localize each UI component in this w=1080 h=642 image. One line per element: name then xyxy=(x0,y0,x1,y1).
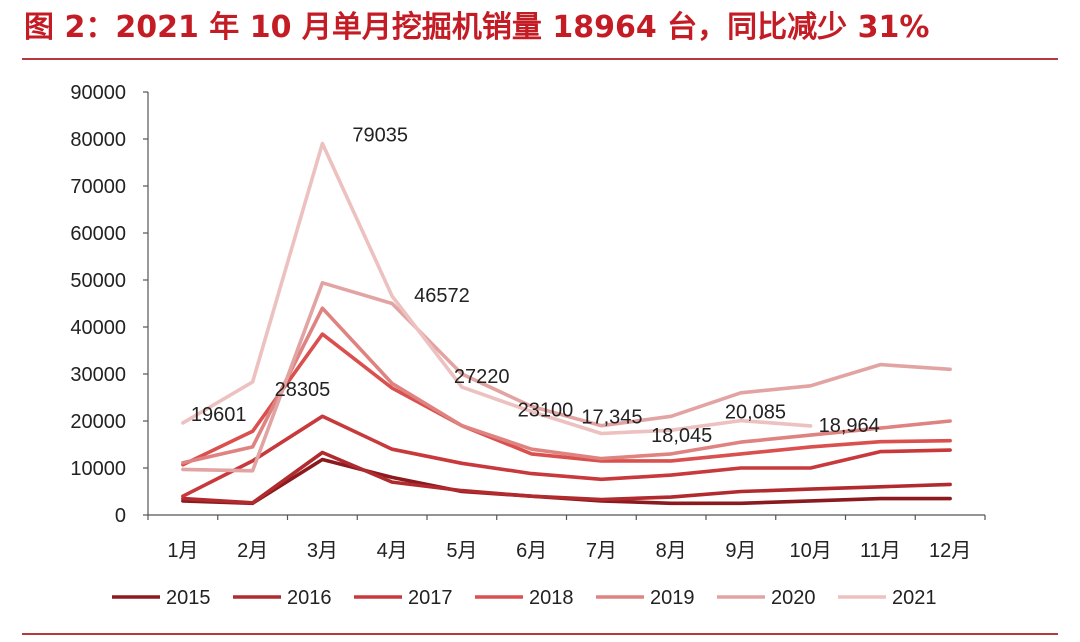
data-label: 19601 xyxy=(191,404,247,426)
y-tick-label: 50000 xyxy=(70,270,126,292)
data-label: 46572 xyxy=(414,285,470,307)
x-tick-label: 12月 xyxy=(929,540,971,562)
bottom-divider xyxy=(22,633,1058,635)
y-tick-label: 80000 xyxy=(70,129,126,151)
legend-label-2018: 2018 xyxy=(529,587,574,609)
x-tick-label: 10月 xyxy=(790,540,832,562)
legend-label-2020: 2020 xyxy=(771,587,816,609)
x-tick-label: 7月 xyxy=(586,540,617,562)
y-tick-label: 90000 xyxy=(70,82,126,104)
y-tick-label: 60000 xyxy=(70,223,126,245)
y-tick-label: 20000 xyxy=(70,411,126,433)
data-label: 28305 xyxy=(275,379,331,401)
legend-label-2015: 2015 xyxy=(166,587,211,609)
x-tick-label: 3月 xyxy=(307,540,338,562)
data-label: 18,964 xyxy=(819,415,880,437)
series-line-2021 xyxy=(181,141,813,436)
data-label: 18,045 xyxy=(651,425,712,447)
legend-label-2019: 2019 xyxy=(650,587,695,609)
x-tick-label: 9月 xyxy=(725,540,756,562)
x-tick-label: 1月 xyxy=(167,540,198,562)
data-label: 20,085 xyxy=(725,402,786,424)
legend-label-2016: 2016 xyxy=(287,587,332,609)
data-label: 23100 xyxy=(518,399,574,421)
series-line-2019 xyxy=(181,306,952,465)
chart-legend: 2015 2016 2017 2018 2019 2020 2021 xyxy=(112,587,937,609)
y-tick-label: 10000 xyxy=(70,458,126,480)
y-tick-label: 0 xyxy=(115,505,126,527)
series-line-2018 xyxy=(181,332,952,467)
title-divider xyxy=(22,58,1058,60)
chart-axes: 0 10000 20000 30000 40000 50000 60000 70000 8000… xyxy=(70,82,986,562)
data-label: 79035 xyxy=(352,125,408,147)
y-tick-label: 70000 xyxy=(70,176,126,198)
x-tick-label: 4月 xyxy=(377,540,408,562)
chart-series xyxy=(181,141,952,506)
y-tick-label: 40000 xyxy=(70,317,126,339)
legend-label-2017: 2017 xyxy=(408,587,453,609)
series-line-2016 xyxy=(181,450,952,505)
chart-annotations: 79035 46572 27220 19601 28305 23100 17,345 18,0… xyxy=(191,125,880,448)
x-tick-label: 5月 xyxy=(446,540,477,562)
x-tick-label: 11月 xyxy=(860,540,901,562)
x-tick-label: 2月 xyxy=(237,540,268,562)
chart-title: 图 2：2021 年 10 月单月挖掘机销量 18964 台，同比减少 31% xyxy=(24,10,930,45)
data-label: 27220 xyxy=(454,366,510,388)
legend-label-2021: 2021 xyxy=(892,587,937,609)
x-tick-label: 6月 xyxy=(516,540,547,562)
data-label: 17,345 xyxy=(581,406,642,428)
series-line-2020 xyxy=(181,280,952,473)
y-tick-label: 30000 xyxy=(70,364,126,386)
x-tick-label: 8月 xyxy=(656,540,687,562)
series-line-2017 xyxy=(181,414,952,499)
